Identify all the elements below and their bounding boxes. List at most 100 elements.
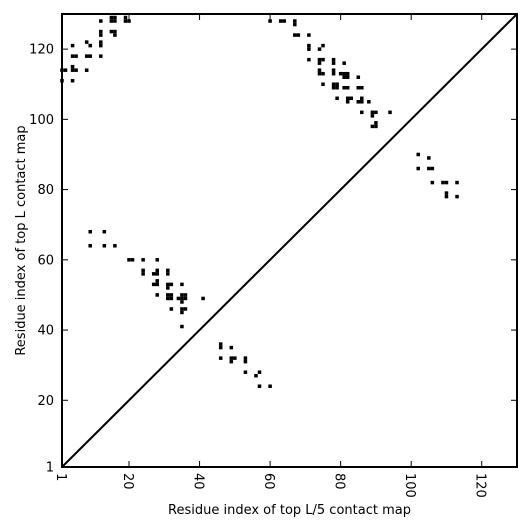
contact-point [374,121,378,125]
contact-point [166,282,170,287]
contact-point [331,85,336,90]
contact-point [151,272,156,276]
contact-point [356,85,361,90]
contact-point [130,258,135,262]
contact-point [155,293,159,297]
contact-point [388,110,392,115]
contact-point [345,100,350,104]
contact-point [60,78,64,83]
x-tick-label: 20 [120,473,135,490]
contact-point [229,359,234,364]
contact-point [155,268,159,273]
contact-point [243,359,248,364]
x-tick-label: 1 [53,473,68,481]
contact-point [307,47,311,51]
contact-point [218,345,223,350]
contact-point [370,110,375,115]
contact-point [88,229,92,234]
contact-point [176,296,181,301]
contact-point [335,96,339,101]
y-tick-label: 100 [29,113,54,128]
contact-point [356,75,361,79]
contact-point [166,296,170,301]
x-tick-label: 40 [191,473,206,490]
contact-point [127,258,131,262]
contact-point [180,307,184,311]
contact-point [123,19,128,23]
contact-point [321,82,325,86]
contact-point [74,68,78,72]
contact-point [70,68,75,72]
contact-point [331,68,336,72]
contact-point [180,300,184,304]
contact-point [455,194,459,199]
contact-point [180,282,184,287]
contact-point [183,293,188,297]
contact-point [233,356,237,360]
contact-point [331,82,336,86]
contact-point [169,282,174,287]
contact-point [321,43,325,48]
contact-point [113,33,117,37]
contact-point [342,85,346,90]
contact-point [317,61,322,65]
contact-point [70,64,75,69]
contact-point [331,71,336,76]
contact-point [243,356,248,360]
contact-point [360,110,364,115]
contact-point [151,282,156,287]
contact-point [102,244,107,248]
contact-point [317,57,322,62]
contact-point [360,96,364,101]
contact-point [99,43,103,48]
contact-point [84,54,89,58]
contact-point [282,19,286,23]
contact-point [169,307,174,311]
contact-point [257,384,262,388]
y-tick-label: 120 [29,43,54,58]
contact-point [317,47,322,51]
contact-point [349,96,353,101]
x-tick-label: 80 [332,473,347,490]
contact-point [345,96,350,101]
contact-point [180,324,184,329]
contact-point [296,33,301,37]
contact-point [183,296,188,301]
contact-point [370,114,375,118]
contact-point [84,68,89,72]
contact-point [166,268,170,273]
contact-point [70,78,75,83]
contact-point [243,370,248,374]
contact-point [113,244,117,248]
contact-point [342,71,346,76]
contact-point [113,15,117,20]
contact-point [201,296,205,301]
x-axis-label: Residue index of top L/5 contact map [168,503,411,518]
contact-point [335,85,339,90]
contact-point [166,293,170,297]
y-tick-label: 20 [37,394,54,409]
contact-point [307,33,311,37]
contact-point [141,272,145,276]
contact-point [113,19,117,23]
y-tick-label: 40 [37,324,54,339]
contact-point [430,180,435,185]
contact-point [102,229,107,234]
contact-point [360,85,364,90]
contact-point [307,57,311,62]
contact-point [109,29,114,34]
x-tick-label: 100 [402,473,417,498]
contact-point [338,71,343,76]
contact-point [342,61,346,65]
contact-point [109,15,114,20]
contact-point [374,124,378,129]
contact-points [60,15,459,388]
contact-point [88,244,92,248]
x-tick-label: 120 [473,473,488,498]
contact-point [293,33,297,37]
y-axis-label: Residue index of top L contact map [14,125,29,355]
contact-point [113,29,117,34]
contact-point [356,100,361,104]
contact-point [183,307,188,311]
